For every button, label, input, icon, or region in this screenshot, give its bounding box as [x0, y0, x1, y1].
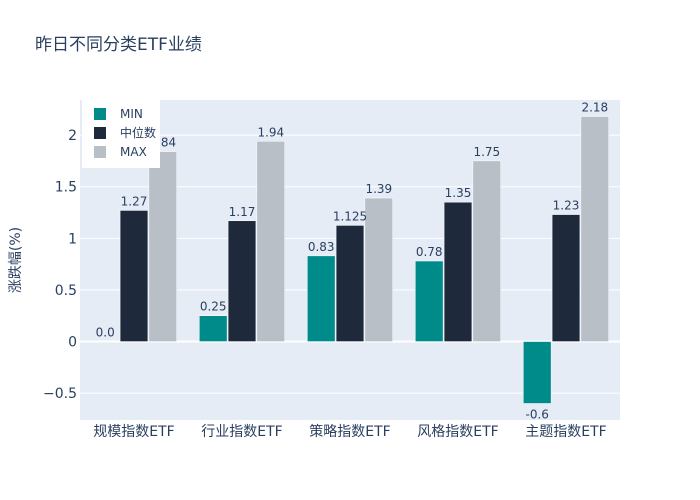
x-axis-ticks: 规模指数ETF 行业指数ETF 策略指数ETF 风格指数ETF 主题指数ETF — [93, 423, 606, 440]
bar-MIN-主题指数ETF — [523, 341, 552, 404]
legend: MIN 中位数 MAX — [82, 100, 160, 168]
bar-value-label: 1.35 — [445, 186, 472, 200]
bar-MAX-主题指数ETF — [580, 116, 609, 342]
bars — [119, 116, 609, 404]
bar-value-label: 0.78 — [416, 245, 443, 259]
legend-item-label: 中位数 — [120, 125, 156, 140]
bar-value-label: -0.6 — [525, 407, 548, 421]
y-axis-ticks: −0.5 0 0.5 1 1.5 2 — [43, 128, 77, 402]
bar-MIN-风格指数ETF — [415, 260, 444, 342]
bar-中位数-风格指数ETF — [443, 201, 473, 342]
bar-value-label: 1.27 — [121, 194, 148, 208]
bar-value-label: 1.94 — [257, 125, 284, 139]
legend-item-label: MAX — [120, 145, 147, 159]
legend-swatch — [94, 108, 106, 120]
chart-title: 昨日不同分类ETF业绩 — [35, 35, 202, 55]
bar-中位数-策略指数ETF — [335, 225, 365, 342]
bar-MIN-策略指数ETF — [307, 255, 336, 342]
y-tick-label: 0.5 — [55, 283, 77, 299]
bar-中位数-主题指数ETF — [551, 214, 581, 342]
legend-item-label: MIN — [120, 107, 143, 121]
x-tick-label: 行业指数ETF — [201, 424, 282, 440]
bar-value-label: 1.75 — [473, 145, 500, 159]
x-tick-label: 主题指数ETF — [525, 424, 606, 440]
bar-value-label: 2.18 — [581, 101, 608, 115]
bar-中位数-规模指数ETF — [119, 210, 149, 342]
bar-value-label: 1.23 — [553, 199, 580, 213]
bar-value-label: 0.83 — [308, 240, 335, 254]
bar-labels: 0.01.271.840.251.171.940.831.1251.390.78… — [96, 101, 609, 422]
bar-MAX-策略指数ETF — [364, 197, 393, 342]
legend-swatch — [94, 146, 106, 158]
bar-value-label: 1.39 — [365, 182, 392, 196]
y-axis-label: 涨跌幅(%) — [8, 227, 24, 293]
x-tick-label: 策略指数ETF — [309, 423, 390, 440]
x-tick-label: 风格指数ETF — [417, 424, 498, 440]
bar-value-label: 1.17 — [229, 205, 256, 219]
bar-value-label: 0.0 — [96, 326, 115, 340]
bar-MAX-行业指数ETF — [256, 141, 285, 342]
bar-中位数-行业指数ETF — [227, 220, 257, 342]
x-tick-label: 规模指数ETF — [93, 424, 174, 440]
y-tick-label: 2 — [68, 128, 77, 144]
bar-value-label: 0.25 — [200, 300, 227, 314]
y-tick-label: −0.5 — [43, 386, 77, 402]
y-tick-label: 1.5 — [55, 180, 77, 196]
y-tick-label: 1 — [68, 231, 77, 247]
y-tick-label: 0 — [68, 335, 77, 351]
bar-MIN-行业指数ETF — [199, 315, 228, 342]
bar-MAX-规模指数ETF — [148, 151, 177, 342]
bar-MAX-风格指数ETF — [472, 160, 501, 342]
legend-swatch — [94, 127, 106, 139]
bar-value-label: 1.125 — [333, 209, 367, 223]
